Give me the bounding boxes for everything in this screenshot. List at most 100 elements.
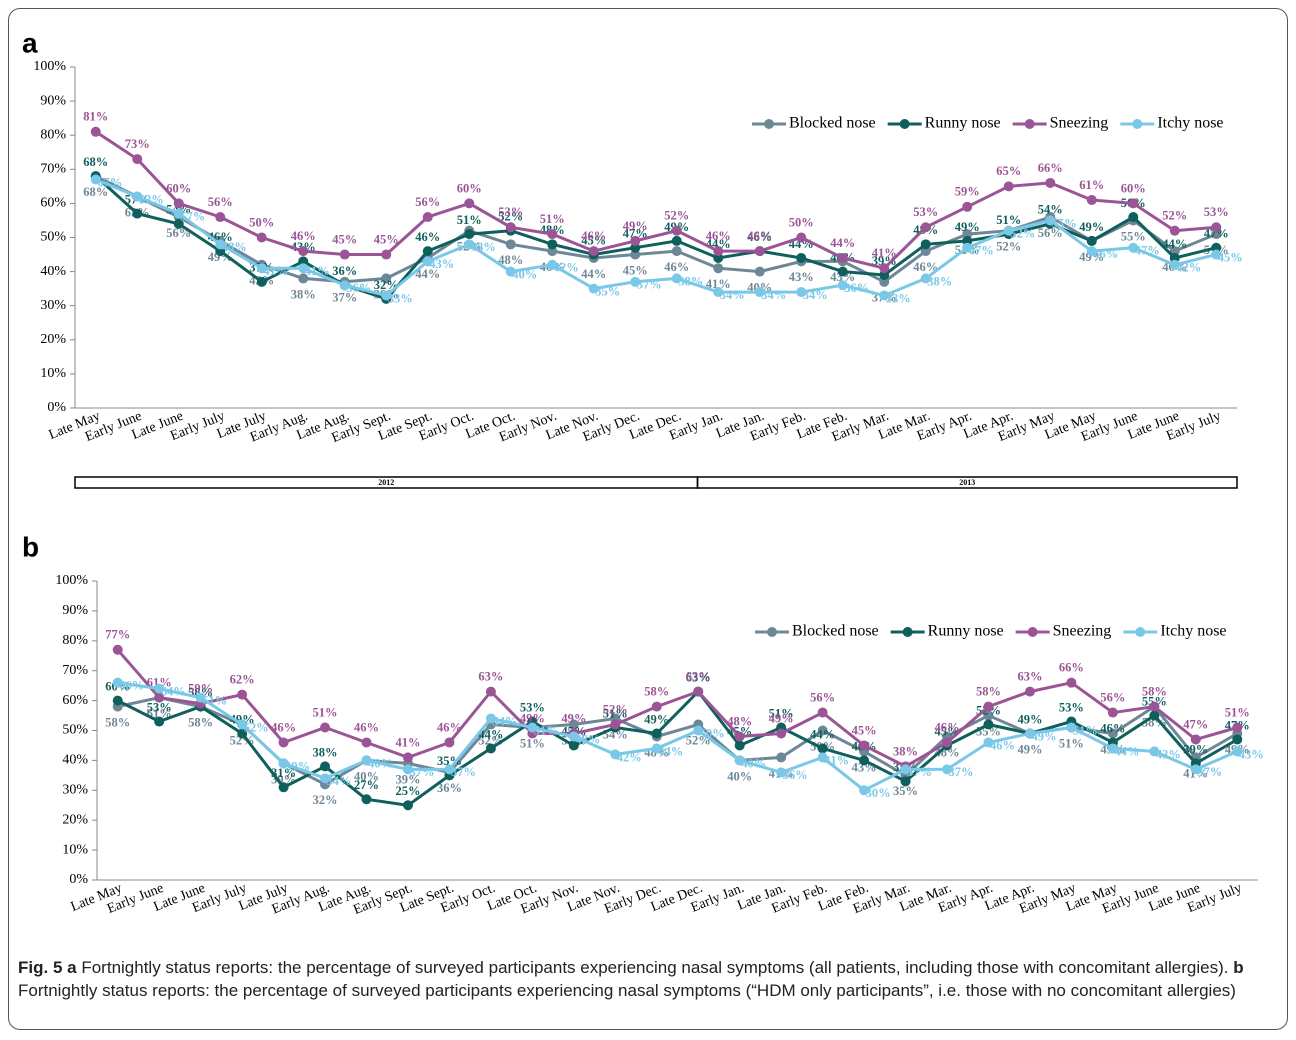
legend-label: Runny nose (925, 115, 1001, 132)
data-point (942, 737, 953, 748)
data-point (1045, 215, 1056, 226)
data-point (402, 752, 413, 763)
legend-label: Blocked nose (789, 115, 876, 132)
data-label: 51% (313, 705, 338, 719)
y-tick-label: 40% (62, 753, 88, 768)
data-label: 41% (305, 264, 330, 278)
legend-marker (899, 119, 910, 129)
data-label: 58% (976, 684, 1001, 698)
data-point (298, 273, 309, 284)
data-label: 63% (686, 670, 711, 684)
data-point (256, 263, 267, 274)
data-label: 55% (1142, 694, 1167, 708)
data-point (381, 290, 392, 301)
data-point (1107, 707, 1118, 718)
data-label: 52% (996, 240, 1021, 254)
data-label: 46% (291, 229, 316, 243)
data-label: 51% (534, 723, 559, 737)
data-point (651, 728, 662, 739)
data-label: 51% (540, 212, 565, 226)
data-point (154, 716, 165, 727)
legend-label: Sneezing (1050, 115, 1109, 132)
y-tick-label: 90% (40, 93, 66, 108)
data-point (796, 287, 807, 298)
data-label: 61% (1079, 178, 1104, 192)
data-point (859, 755, 870, 766)
data-label: 49% (1079, 220, 1104, 234)
data-label: 47% (969, 244, 994, 258)
data-label: 46% (706, 229, 731, 243)
data-label: 42% (1176, 261, 1201, 275)
data-label: 56% (810, 690, 835, 704)
data-label: 34% (720, 288, 745, 302)
data-label: 37% (1197, 765, 1222, 779)
series-line (94, 130, 1217, 270)
data-point (298, 246, 309, 257)
data-label: 47% (623, 227, 648, 241)
data-label: 39% (395, 772, 420, 786)
data-label: 77% (105, 628, 130, 642)
series-line (117, 681, 1238, 793)
data-point (1211, 222, 1222, 233)
data-point (402, 800, 413, 811)
data-label: 56% (1100, 690, 1125, 704)
data-point (610, 749, 621, 760)
period-label: 2012 (378, 478, 394, 487)
data-point (278, 782, 289, 793)
data-label: 50% (789, 215, 814, 229)
data-point (983, 701, 994, 712)
legend-label: Sneezing (1053, 623, 1112, 640)
data-label: 44% (478, 727, 503, 741)
period-box (696, 476, 1238, 489)
data-label: 34% (803, 288, 828, 302)
data-point (547, 239, 558, 250)
data-label: 52% (686, 733, 711, 747)
data-label: 37% (949, 765, 974, 779)
data-point (754, 246, 765, 257)
data-label: 50% (700, 726, 725, 740)
data-label: 53% (498, 205, 523, 219)
data-point (1086, 246, 1097, 257)
data-label: 41% (824, 753, 849, 767)
data-label: 45% (332, 232, 357, 246)
data-label: 38% (313, 745, 338, 759)
data-point (215, 239, 226, 250)
data-label: 43% (830, 270, 855, 284)
data-label: 53% (913, 205, 938, 219)
data-point (734, 740, 745, 751)
data-point (547, 229, 558, 240)
data-label: 36% (437, 781, 462, 795)
data-point (879, 263, 890, 274)
data-label: 55% (1052, 216, 1077, 230)
data-point (983, 710, 994, 721)
data-label: 46% (354, 720, 379, 734)
data-point (1149, 746, 1160, 757)
data-point (361, 794, 372, 805)
data-label: 34% (761, 288, 786, 302)
data-point (671, 235, 682, 246)
data-label: 43% (1156, 747, 1181, 761)
data-label: 40% (512, 267, 537, 281)
data-label: 41% (872, 246, 897, 260)
data-label: 43% (789, 270, 814, 284)
data-label: 44% (1162, 237, 1187, 251)
data-label: 46% (747, 230, 772, 244)
data-point (796, 232, 807, 243)
data-point (962, 201, 973, 212)
data-point (485, 713, 496, 724)
data-point (754, 287, 765, 298)
data-point (1169, 225, 1180, 236)
data-label: 54% (492, 714, 517, 728)
data-label: 33% (388, 291, 413, 305)
data-point (298, 263, 309, 274)
data-point (859, 740, 870, 751)
y-tick-label: 50% (40, 230, 66, 245)
data-point (671, 273, 682, 284)
data-label: 56% (1038, 226, 1063, 240)
data-label: 81% (83, 110, 108, 124)
data-label: 40% (354, 769, 379, 783)
legend-marker (767, 627, 777, 637)
data-label: 44% (581, 267, 606, 281)
data-label: 58% (188, 715, 213, 729)
data-label: 52% (1010, 227, 1035, 241)
